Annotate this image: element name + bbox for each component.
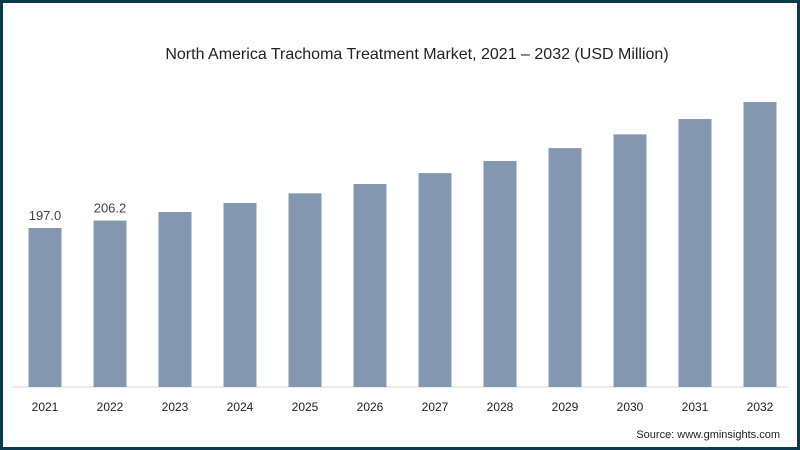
x-tick-label: 2025 [292,400,319,414]
bar-2026 [353,184,387,387]
bar-2028 [483,161,517,387]
bar-2032 [743,102,777,387]
x-tick-label: 2026 [357,400,384,414]
x-tick-label: 2024 [227,400,254,414]
data-label: 197.0 [29,208,62,223]
bar-2031 [678,119,712,387]
x-tick-label: 2023 [162,400,189,414]
bar-2030 [613,134,647,387]
bar-2025 [288,193,322,387]
bar-2029 [548,148,582,387]
bar-2024 [223,202,257,387]
x-tick-label: 2021 [32,400,59,414]
x-tick-label: 2028 [487,400,514,414]
bar-2027 [418,173,452,387]
x-tick-label: 2022 [97,400,124,414]
bar-2023 [158,212,192,387]
bar-2022 [93,220,127,387]
x-tick-label: 2032 [747,400,774,414]
x-tick-label: 2027 [422,400,449,414]
x-tick-label: 2029 [552,400,579,414]
source-note: Source: www.gminsights.com [636,429,780,441]
x-tick-label: 2030 [617,400,644,414]
chart-title: North America Trachoma Treatment Market,… [165,46,668,63]
x-tick-label: 2031 [682,400,709,414]
data-label: 206.2 [94,201,127,216]
bar-2021 [28,228,62,387]
